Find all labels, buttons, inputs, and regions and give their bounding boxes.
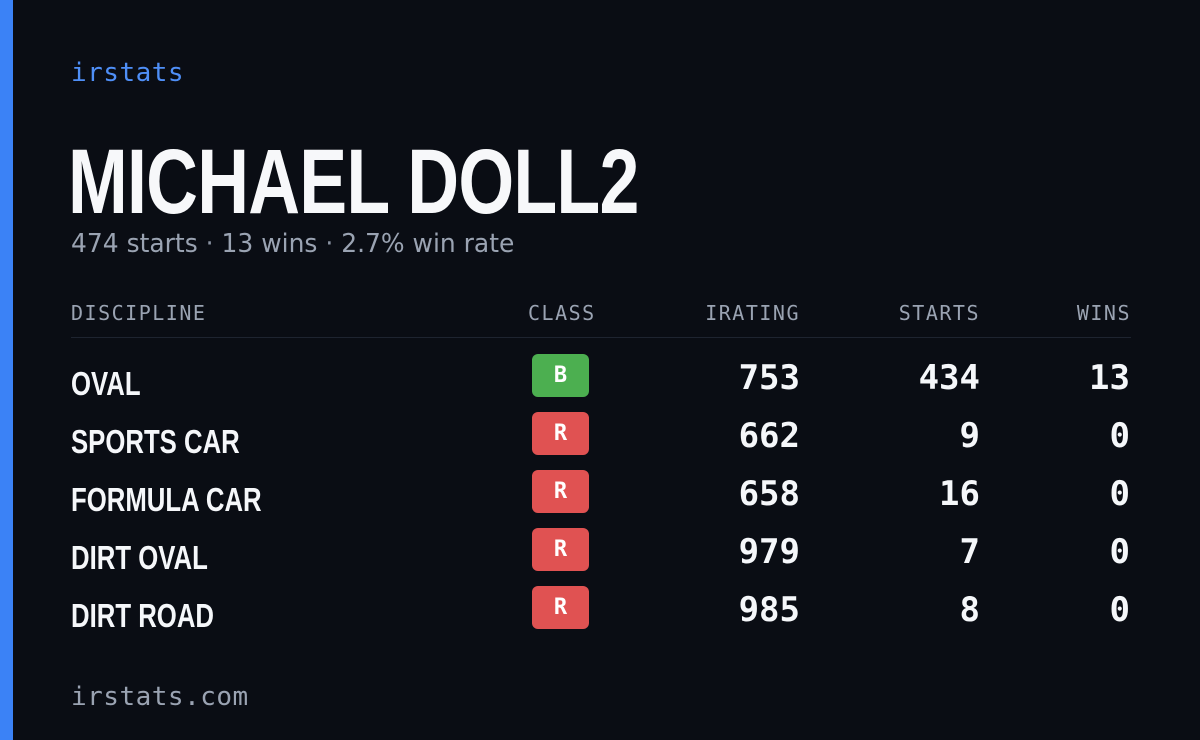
discipline-name: DIRT OVAL (71, 539, 208, 576)
stats-table-body: OVAL B 753 434 13 SPORTS CAR R 662 9 0 F… (71, 352, 1131, 642)
starts-value: 9 (959, 416, 980, 456)
header-divider (71, 337, 1131, 338)
starts-value: 8 (959, 590, 980, 630)
irating-value: 658 (738, 474, 800, 514)
summary-wins: 13 wins (221, 229, 318, 259)
class-badge: R (532, 470, 589, 513)
wins-value: 0 (1109, 474, 1130, 514)
table-row: DIRT ROAD R 985 8 0 (71, 584, 1131, 642)
header-discipline: DISCIPLINE (71, 301, 207, 325)
wins-value: 0 (1109, 532, 1130, 572)
irating-value: 979 (738, 532, 800, 572)
header-class: CLASS (528, 301, 596, 325)
header-starts: STARTS (898, 301, 980, 325)
class-badge: R (532, 586, 589, 629)
class-badge: R (532, 412, 589, 455)
summary-separator: · (325, 229, 334, 259)
wins-value: 0 (1109, 416, 1130, 456)
irating-value: 753 (738, 358, 800, 398)
summary-win-rate: 2.7% win rate (341, 229, 515, 259)
table-row: DIRT OVAL R 979 7 0 (71, 526, 1131, 584)
starts-value: 7 (959, 532, 980, 572)
footer-domain: irstats.com (71, 682, 249, 712)
class-badge: B (532, 354, 589, 397)
discipline-name: OVAL (71, 365, 141, 402)
wins-value: 0 (1109, 590, 1130, 630)
summary-separator: · (205, 229, 214, 259)
discipline-name: DIRT ROAD (71, 597, 214, 634)
brand-logo: irstats (71, 58, 185, 88)
accent-bar (0, 0, 13, 740)
discipline-name: SPORTS CAR (71, 423, 240, 460)
table-row: OVAL B 753 434 13 (71, 352, 1131, 410)
starts-value: 434 (918, 358, 980, 398)
driver-summary: 474 starts · 13 wins · 2.7% win rate (71, 226, 514, 262)
wins-value: 13 (1089, 358, 1130, 398)
driver-name: MICHAEL DOLL2 (68, 131, 639, 233)
table-row: SPORTS CAR R 662 9 0 (71, 410, 1131, 468)
table-row: FORMULA CAR R 658 16 0 (71, 468, 1131, 526)
header-irating: IRATING (705, 301, 800, 325)
class-badge: R (532, 528, 589, 571)
irating-value: 985 (738, 590, 800, 630)
header-wins: WINS (1076, 301, 1131, 325)
summary-starts: 474 starts (71, 229, 198, 259)
starts-value: 16 (939, 474, 980, 514)
table-header: DISCIPLINE CLASS IRATING STARTS WINS (71, 298, 1131, 330)
discipline-name: FORMULA CAR (71, 481, 262, 518)
irating-value: 662 (738, 416, 800, 456)
